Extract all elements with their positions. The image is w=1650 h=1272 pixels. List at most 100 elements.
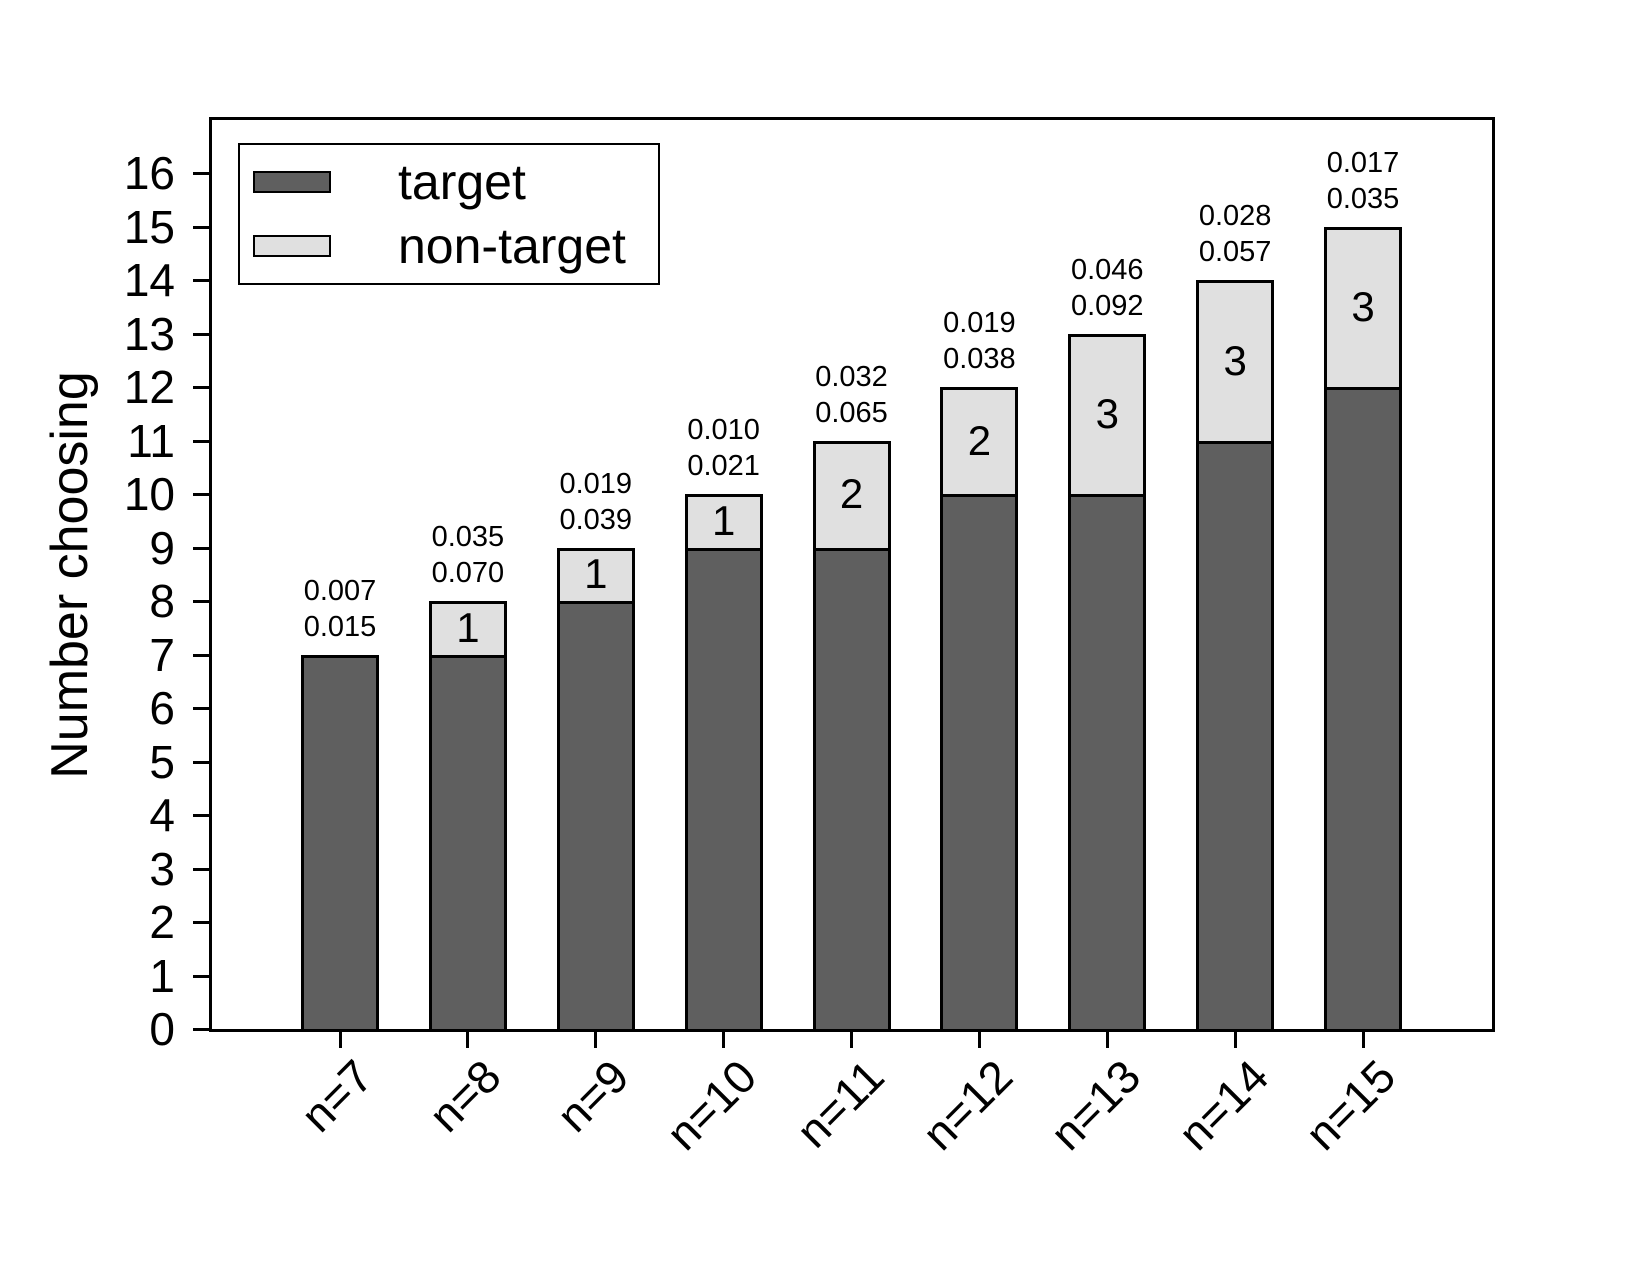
bar-annotation-n=9: 0.019 0.039 [506, 466, 686, 538]
bar-segment-non-target-n=8 [428, 601, 507, 655]
x-axis-tick [466, 1032, 470, 1048]
x-axis-tick [1105, 1032, 1109, 1048]
y-axis-tick-label: 16 [123, 147, 175, 199]
x-axis-tick-label-n=9: n=9 [546, 1049, 639, 1142]
y-axis-tick-label: 3 [149, 843, 175, 895]
segment-count-label-n=14: 3 [1223, 336, 1247, 384]
legend: target non-target [238, 143, 660, 285]
bar-segment-target-n=8 [428, 654, 507, 1029]
segment-count-label-n=12: 2 [967, 416, 992, 464]
x-axis-tick [722, 1032, 726, 1048]
y-axis-tick [193, 975, 209, 978]
x-axis-tick-label-n=15: n=15 [1295, 1049, 1406, 1160]
y-axis-tick [193, 386, 209, 389]
bar-segment-target-n=7 [301, 654, 379, 1029]
bar-annotation-n=12: 0.019 0.038 [889, 305, 1069, 377]
bar-annotation-line: 0.065 [815, 396, 888, 429]
legend-item-non-target: non-target [240, 220, 658, 272]
x-axis-tick [594, 1032, 598, 1048]
bar-segment-target-n=11 [812, 547, 891, 1029]
bar-segment-target-n=10 [684, 547, 763, 1029]
bar-segment-target-n=13 [1068, 494, 1147, 1029]
bar-annotation-line: 0.070 [431, 557, 505, 590]
y-axis-tick [193, 1028, 209, 1031]
x-axis-tick-label-n=12: n=12 [911, 1049, 1023, 1160]
y-axis-tick [193, 547, 209, 550]
segment-count-label-n=13: 3 [1095, 390, 1119, 438]
bar-annotation-line: 0.019 [559, 467, 633, 500]
bar-segment-non-target-n=15 [1324, 226, 1402, 388]
segment-count-label-n=8: 1 [456, 603, 480, 651]
bar-segment-non-target-n=13 [1068, 333, 1147, 495]
bar-segment-non-target-n=10 [684, 494, 763, 548]
y-axis-tick-label: 9 [149, 522, 175, 574]
x-axis-tick [1233, 1032, 1237, 1048]
y-axis-tick [193, 333, 209, 336]
x-axis-tick [1361, 1032, 1365, 1048]
bar-annotation-line: 0.035 [1326, 182, 1400, 215]
y-axis-tick [193, 868, 209, 871]
y-axis-tick [193, 440, 209, 443]
y-axis-tick-label: 7 [149, 629, 175, 681]
bar-annotation-n=15: 0.017 0.035 [1273, 145, 1453, 217]
bar-annotation-line: 0.017 [1326, 146, 1400, 179]
segment-count-label-n=11: 2 [839, 470, 864, 518]
x-axis-tick-label-n=11: n=11 [786, 1049, 895, 1158]
y-axis-tick [193, 654, 209, 657]
legend-swatch-target [253, 171, 331, 193]
y-axis-tick-label: 14 [123, 254, 175, 306]
y-axis-tick [193, 921, 209, 924]
x-axis-tick-label-n=13: n=13 [1039, 1049, 1150, 1160]
x-axis-tick-label-n=7: n=7 [290, 1049, 383, 1142]
y-axis-tick [193, 226, 209, 229]
segment-count-label-n=9: 1 [584, 550, 608, 598]
y-axis-tick-label: 11 [127, 415, 175, 467]
bar-annotation-line: 0.092 [1070, 289, 1144, 322]
bar-annotation-line: 0.032 [815, 360, 888, 393]
bar-segment-target-n=15 [1324, 387, 1402, 1029]
bar-annotation-n=10: 0.010 0.021 [634, 412, 814, 484]
bar-segment-target-n=9 [556, 601, 635, 1029]
bar-annotation-n=8: 0.035 0.070 [378, 519, 558, 591]
bar-segment-non-target-n=9 [556, 547, 635, 602]
bar-segment-target-n=12 [940, 494, 1019, 1029]
x-axis-tick-label-n=8: n=8 [418, 1049, 511, 1142]
y-axis-tick-label: 1 [149, 950, 175, 1002]
y-axis-tick [193, 172, 209, 175]
y-axis-tick [193, 493, 209, 496]
bar-segment-non-target-n=14 [1196, 280, 1275, 441]
bar-annotation-line: 0.028 [1198, 200, 1272, 233]
bar-annotation-line: 0.046 [1070, 253, 1144, 286]
y-axis-tick [193, 814, 209, 817]
y-axis-tick [193, 707, 209, 710]
y-axis-tick-label: 13 [123, 308, 175, 360]
segment-count-label-n=15: 3 [1351, 283, 1375, 331]
bar-annotation-n=14: 0.028 0.057 [1145, 198, 1325, 270]
y-axis-tick-label: 0 [149, 1003, 175, 1055]
y-axis-tick-label: 12 [123, 361, 175, 413]
bar-annotation-line: 0.039 [559, 503, 633, 536]
y-axis-tick-label: 6 [149, 682, 175, 734]
x-axis-tick [977, 1032, 981, 1048]
y-axis-tick-label: 2 [149, 896, 175, 948]
x-axis-tick [338, 1032, 342, 1048]
bar-annotation-line: 0.021 [687, 450, 760, 483]
legend-item-target: target [240, 156, 658, 208]
legend-label-target: target [398, 154, 526, 210]
bar-annotation-line: 0.015 [303, 610, 377, 643]
bar-annotation-line: 0.035 [431, 521, 505, 554]
x-axis-tick-label-n=14: n=14 [1167, 1049, 1278, 1160]
bar-annotation-line: 0.038 [943, 343, 1016, 376]
bar-segment-non-target-n=11 [812, 440, 891, 548]
segment-count-label-n=10: 1 [711, 497, 736, 545]
legend-label-non-target: non-target [398, 218, 626, 274]
bar-annotation-n=7: 0.007 0.015 [250, 573, 430, 645]
y-axis-tick [193, 761, 209, 764]
legend-swatch-non-target [253, 235, 331, 257]
y-axis-tick [193, 600, 209, 603]
x-axis-tick [850, 1032, 853, 1048]
bar-segment-target-n=14 [1196, 440, 1275, 1029]
bar-annotation-n=13: 0.046 0.092 [1017, 252, 1197, 324]
bar-annotation-n=11: 0.032 0.065 [762, 359, 942, 431]
